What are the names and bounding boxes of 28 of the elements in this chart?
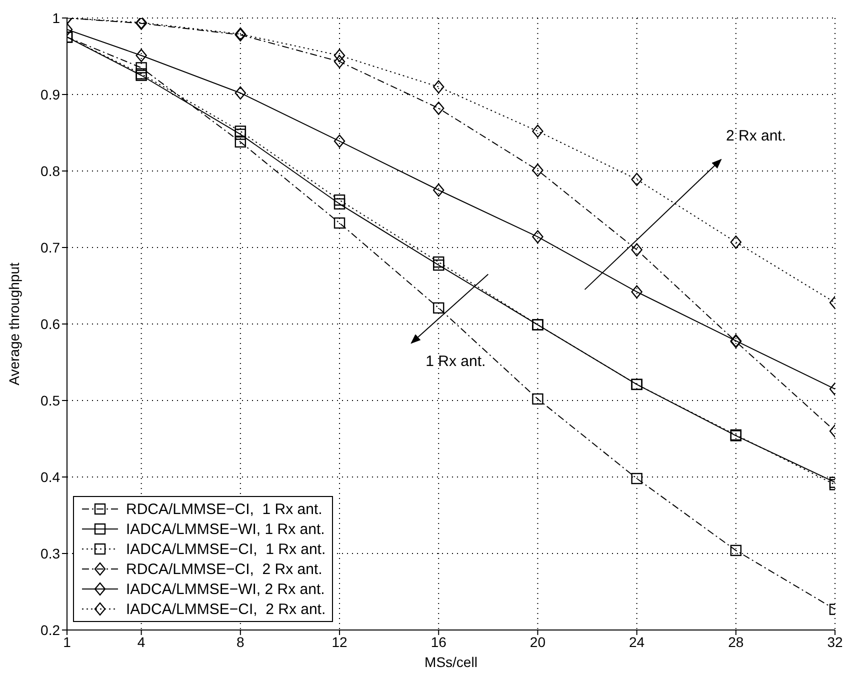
legend-label: IADCA/LMMSE−WI, 1 Rx ant. <box>126 520 325 538</box>
x-tick-label: 16 <box>430 634 447 650</box>
y-tick-label: 0.2 <box>40 622 60 638</box>
x-tick-label: 4 <box>137 634 146 650</box>
y-tick-label: 0.8 <box>40 162 60 179</box>
legend-label: IADCA/LMMSE−CI, 2 Rx ant. <box>126 600 326 618</box>
y-tick-label: 0.6 <box>40 316 60 332</box>
annotation: 2 Rx ant. <box>726 127 786 144</box>
x-tick-label: 24 <box>629 634 645 650</box>
y-tick-label: 0.3 <box>40 545 60 562</box>
x-tick-label: 1 <box>63 634 72 650</box>
legend-label: IADCA/LMMSE−WI, 2 Rx ant. <box>126 580 325 598</box>
annotation: 1 Rx ant. <box>426 353 486 370</box>
x-tick-label: 12 <box>332 634 348 650</box>
x-axis-title: MSs/cell <box>424 654 478 670</box>
y-tick-label: 0.4 <box>40 468 60 485</box>
x-tick-label: 20 <box>530 634 546 650</box>
y-tick-label: 0.7 <box>40 239 60 256</box>
legend-label: RDCA/LMMSE−CI, 1 Rx ant. <box>126 500 322 518</box>
x-tick-label: 8 <box>236 634 245 650</box>
x-tick-label: 32 <box>827 634 843 650</box>
x-tick-label: 28 <box>728 634 744 650</box>
y-axis-title: Average throughput <box>6 262 22 386</box>
legend-label: RDCA/LMMSE−CI, 2 Rx ant. <box>126 560 322 578</box>
y-tick-label: 1 <box>52 10 60 26</box>
legend-label: IADCA/LMMSE−CI, 1 Rx ant. <box>126 540 326 558</box>
y-tick-label: 0.5 <box>40 392 60 408</box>
y-tick-label: 0.9 <box>40 86 60 102</box>
